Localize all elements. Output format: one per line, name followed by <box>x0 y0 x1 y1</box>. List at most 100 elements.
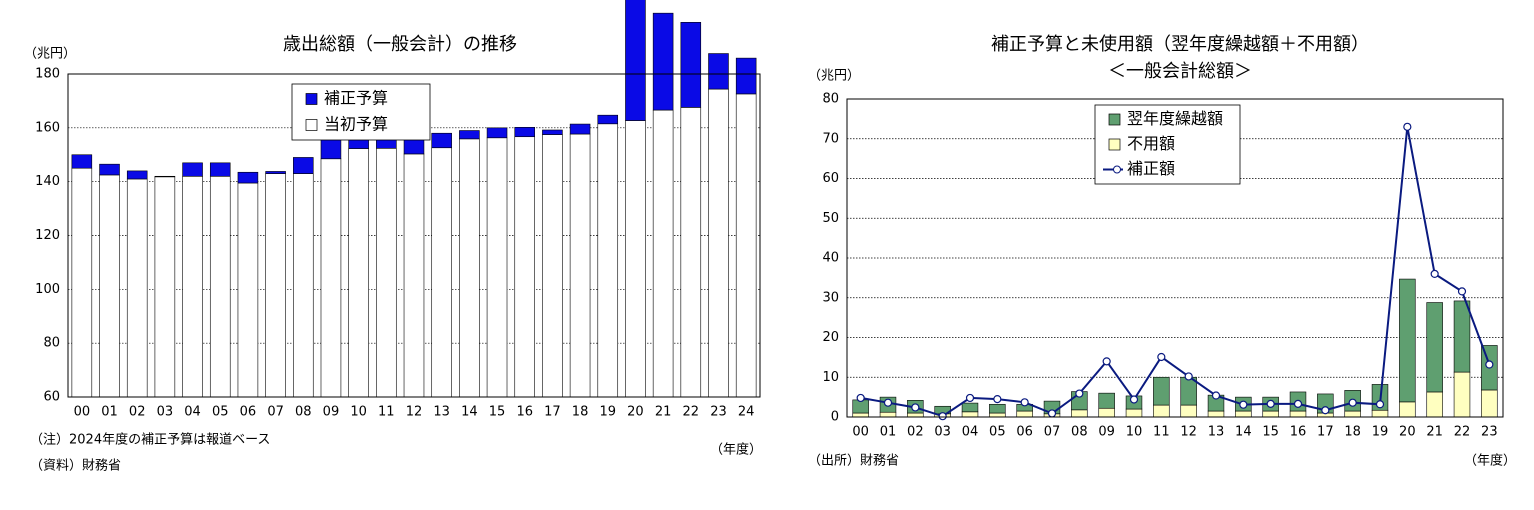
x-tick-label: 18 <box>1344 425 1361 440</box>
line-marker <box>1211 391 1221 400</box>
x-tick-label: 17 <box>1317 425 1334 440</box>
x-tick-label: 23 <box>710 405 727 420</box>
line-marker <box>1293 399 1303 408</box>
bar <box>852 412 869 418</box>
bar <box>154 175 176 178</box>
line-marker <box>1129 395 1139 404</box>
bar <box>209 162 231 177</box>
legend-label: 補正予算 <box>324 89 388 108</box>
bar <box>569 133 591 398</box>
line-marker <box>1102 357 1111 366</box>
line-marker <box>1403 122 1412 131</box>
y-tick-label: 20 <box>822 330 839 345</box>
legend-swatch <box>1108 138 1121 151</box>
x-tick-label: 07 <box>267 405 284 420</box>
x-tick-label: 02 <box>129 405 146 420</box>
x-tick-label: 14 <box>1235 425 1252 440</box>
bar <box>961 411 979 418</box>
bar <box>1289 410 1307 418</box>
bar <box>680 107 702 398</box>
bar <box>71 167 93 398</box>
bar <box>1426 391 1443 418</box>
x-tick-label: 21 <box>1426 425 1443 440</box>
x-tick-label: 22 <box>683 405 700 420</box>
bar <box>1262 410 1279 418</box>
bar <box>735 57 757 95</box>
bar <box>99 163 120 176</box>
x-unit: （年度） <box>710 442 762 458</box>
chart-title: 歳出総額（一般会計）の推移 <box>283 34 517 55</box>
bar <box>265 173 286 398</box>
source: （出所）財務省 <box>808 454 899 469</box>
plot-border <box>846 98 1504 418</box>
x-tick-label: 05 <box>989 425 1006 440</box>
bar <box>1071 409 1088 418</box>
line-marker <box>1348 398 1357 407</box>
x-tick-label: 24 <box>738 405 755 420</box>
line-marker <box>1157 352 1166 362</box>
bar <box>403 153 425 398</box>
bar <box>1481 389 1498 418</box>
line-marker <box>1321 406 1330 415</box>
line-marker <box>1266 399 1275 408</box>
line-marker <box>993 395 1002 404</box>
y-tick-label: 60 <box>43 390 60 405</box>
bar <box>431 132 452 149</box>
bar <box>71 154 93 169</box>
y-tick-label: 50 <box>822 211 839 226</box>
bar <box>265 171 286 174</box>
bar <box>652 12 674 111</box>
legend-swatch <box>1108 113 1121 126</box>
bar <box>1399 401 1416 418</box>
x-tick-label: 10 <box>1126 425 1143 440</box>
bar <box>1180 404 1197 418</box>
legend-label: 当初予算 <box>324 115 388 134</box>
line-marker <box>1430 269 1439 278</box>
x-tick-label: 16 <box>516 405 533 420</box>
bar <box>708 88 729 398</box>
bar <box>1453 300 1471 373</box>
line-marker <box>1020 398 1029 407</box>
legend-swatch <box>305 119 318 131</box>
bar <box>879 411 897 418</box>
x-tick-label: 17 <box>544 405 561 420</box>
line-marker <box>1184 372 1193 381</box>
line-marker <box>883 398 893 407</box>
x-tick-label: 18 <box>572 405 589 420</box>
y-unit: （兆円） <box>24 47 76 62</box>
x-tick-label: 06 <box>1016 425 1033 440</box>
x-tick-label: 01 <box>101 405 118 420</box>
bar <box>1453 371 1471 418</box>
bar <box>1235 410 1252 418</box>
bar <box>99 174 120 398</box>
bar <box>126 170 148 180</box>
chart-title: 補正予算と未使用額（翌年度繰越額＋不用額） <box>991 34 1369 55</box>
x-tick-label: 09 <box>323 405 340 420</box>
bar <box>293 173 314 398</box>
bar <box>459 138 480 398</box>
x-tick-label: 06 <box>240 405 257 420</box>
plot-border <box>67 73 761 398</box>
x-tick-label: 13 <box>1208 425 1225 440</box>
legend-label: 補正額 <box>1127 159 1175 178</box>
bar <box>1153 404 1170 418</box>
x-tick-label: 14 <box>461 405 478 420</box>
x-tick-label: 03 <box>934 425 951 440</box>
bar <box>989 403 1006 414</box>
bar <box>652 109 674 398</box>
bar <box>126 178 148 398</box>
x-tick-label: 05 <box>212 405 229 420</box>
line-marker <box>965 393 975 403</box>
x-tick-label: 03 <box>157 405 174 420</box>
x-tick-label: 19 <box>599 405 616 420</box>
x-tick-label: 02 <box>907 425 924 440</box>
bar <box>708 53 729 90</box>
bar <box>182 175 203 398</box>
y-tick-label: 60 <box>822 171 839 186</box>
bar <box>376 147 397 398</box>
bar <box>1153 376 1170 406</box>
bar <box>1098 392 1115 409</box>
line-marker <box>1457 287 1467 296</box>
line-marker <box>911 403 920 412</box>
